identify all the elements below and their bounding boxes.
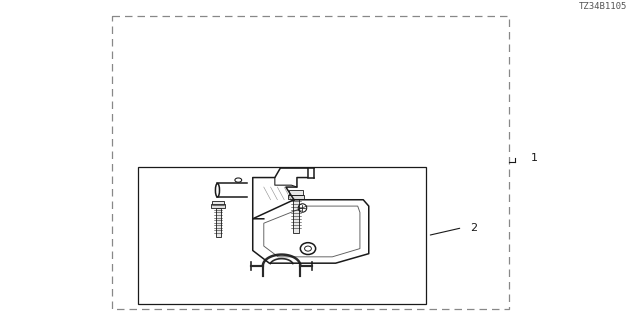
Bar bbox=[211, 204, 225, 208]
Text: 1: 1 bbox=[531, 153, 538, 163]
Text: TZ34B1105: TZ34B1105 bbox=[579, 2, 627, 11]
Bar bbox=[138, 167, 426, 304]
Bar bbox=[112, 16, 509, 309]
Bar bbox=[289, 190, 303, 196]
Bar bbox=[212, 201, 224, 205]
Text: 2: 2 bbox=[470, 223, 477, 233]
Bar bbox=[293, 199, 299, 233]
Bar bbox=[288, 195, 304, 199]
Bar bbox=[216, 208, 221, 237]
